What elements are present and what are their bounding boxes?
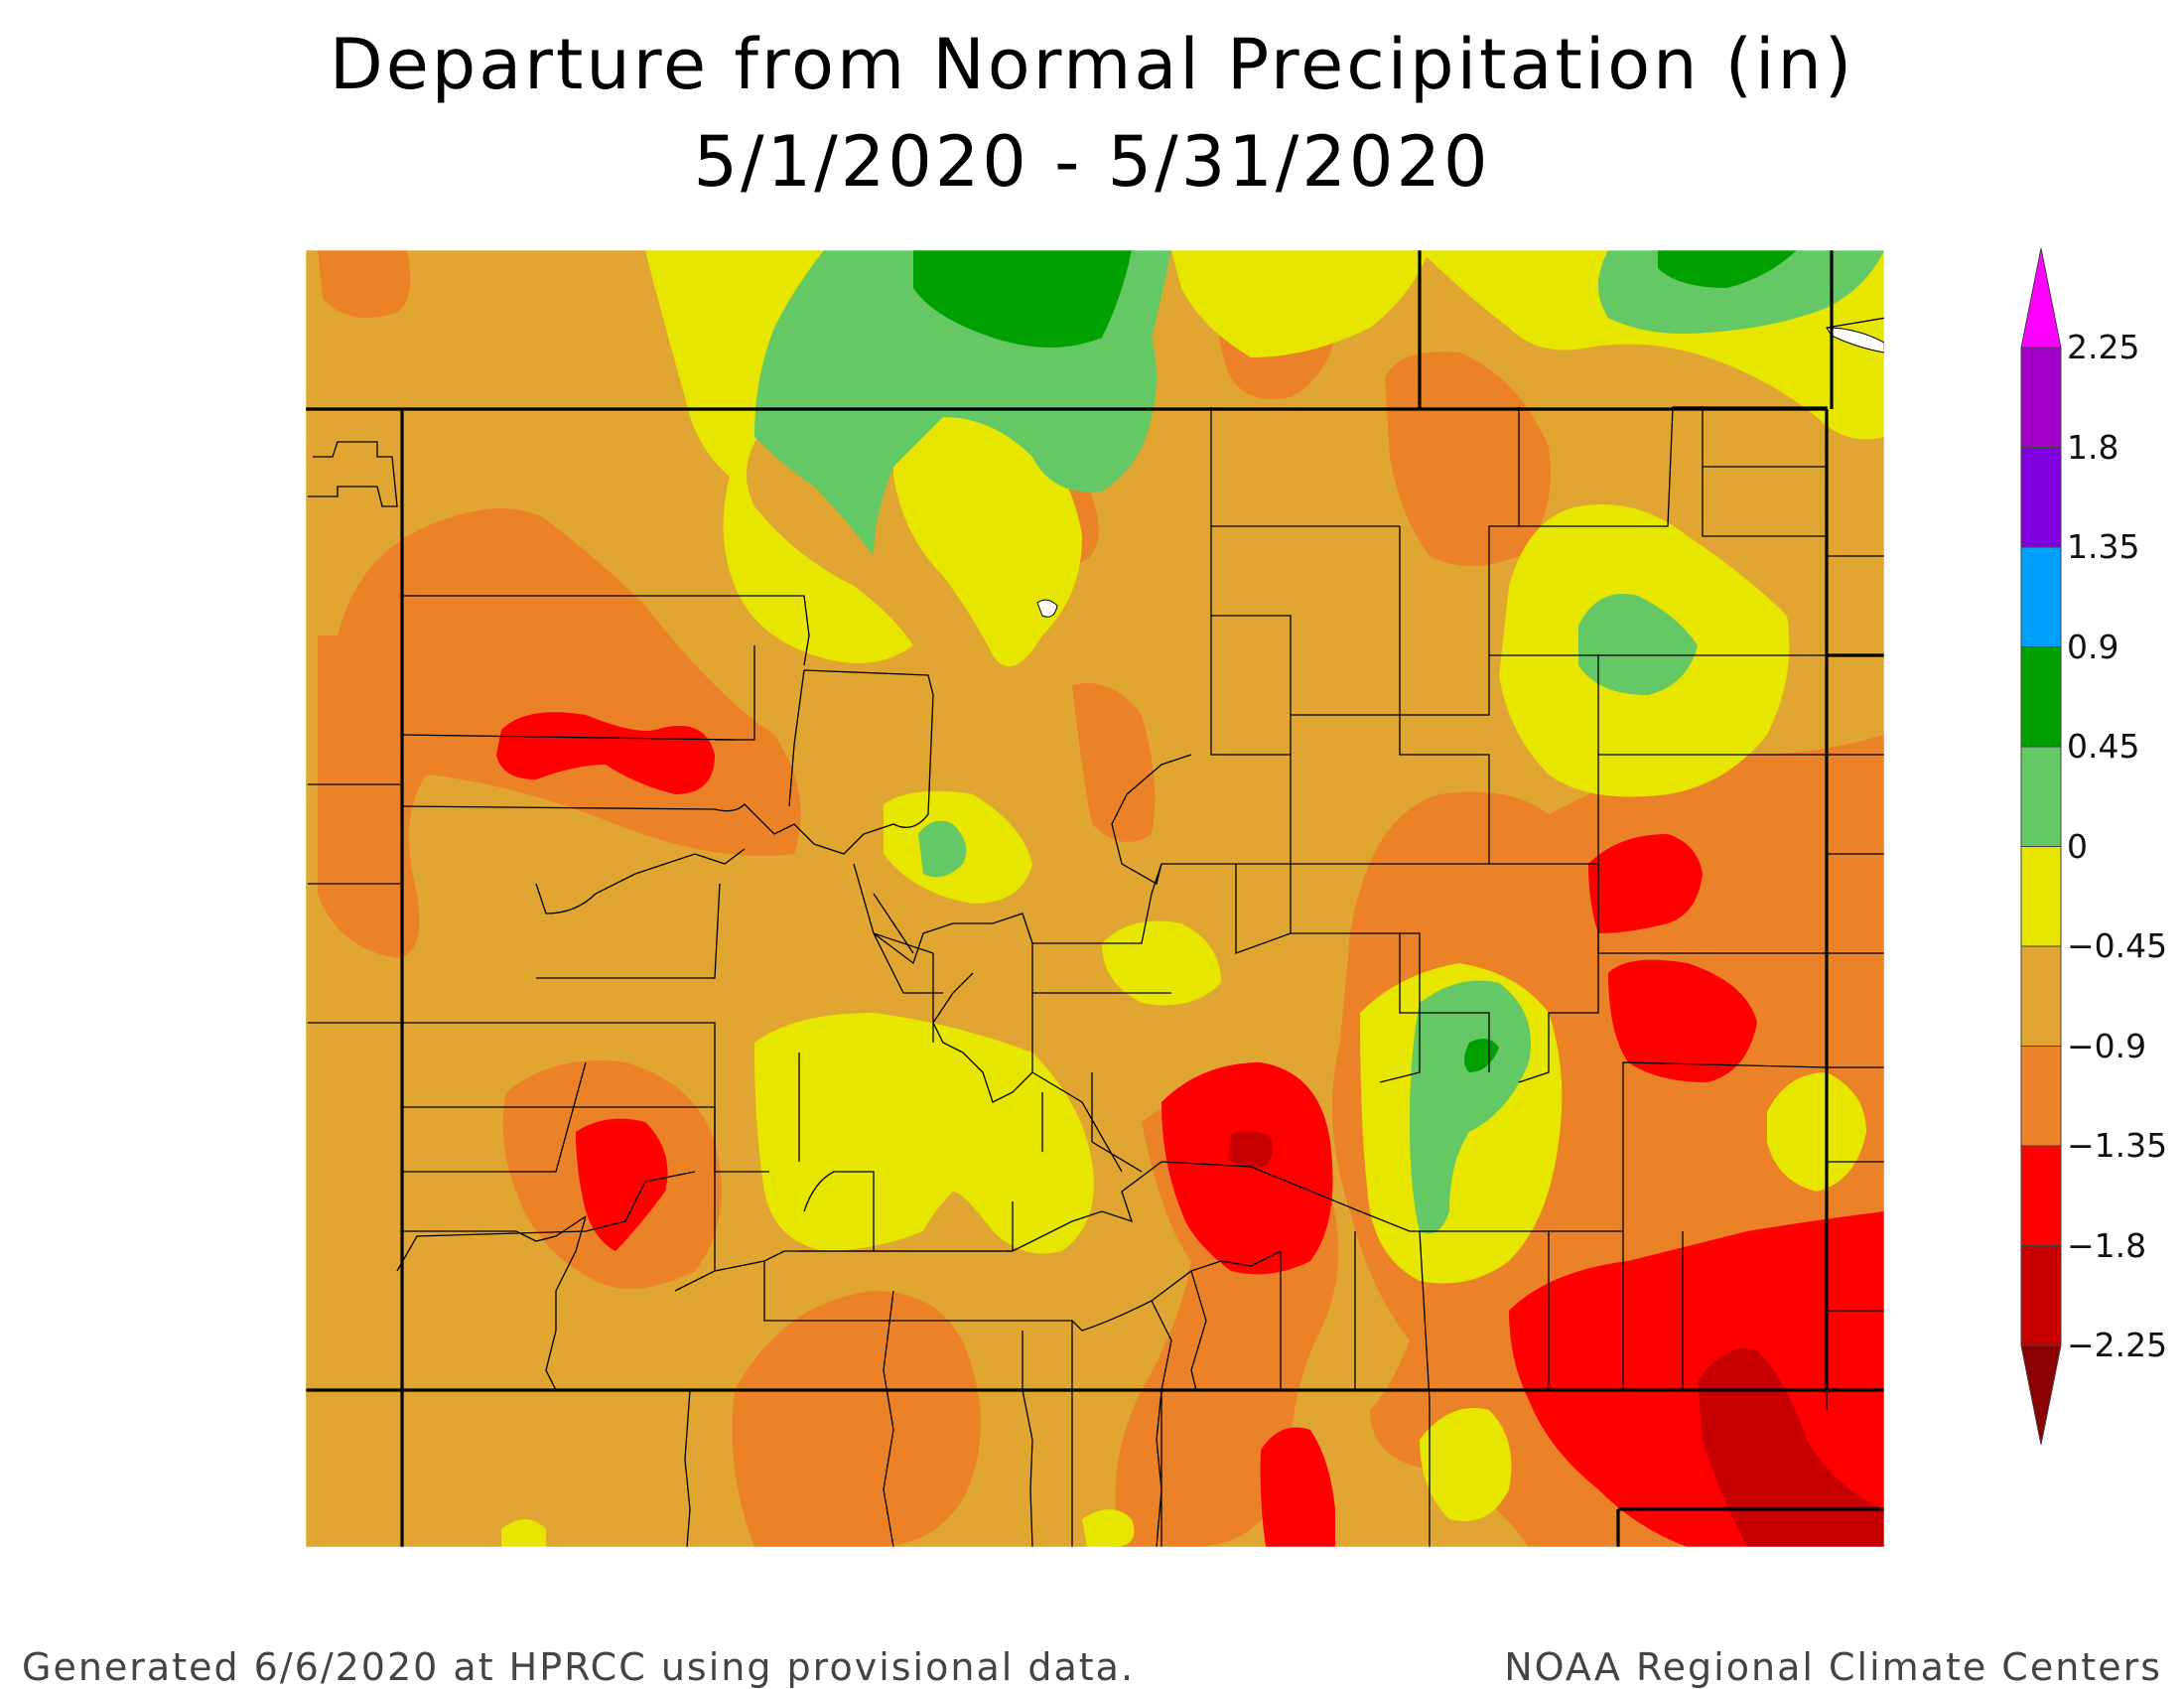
legend-colorbar (2020, 247, 2062, 1446)
legend-arrow-below (2020, 1344, 2062, 1446)
legend-tick-label: −0.9 (2067, 1026, 2147, 1065)
contour-darkgreen-regions (913, 250, 1797, 1072)
legend-tick-label: −0.45 (2067, 926, 2168, 965)
legend-band (2020, 646, 2062, 748)
source-credit: NOAA Regional Climate Centers (1504, 1645, 2162, 1689)
legend-band (2020, 447, 2062, 548)
legend-band (2020, 746, 2062, 847)
legend-band (2020, 1145, 2062, 1246)
legend-tick-label: 1.35 (2067, 527, 2140, 566)
legend-band (2020, 546, 2062, 647)
contour-fill-layer (306, 250, 1884, 1547)
state-borders (306, 250, 1884, 1547)
legend-tick-label: −2.25 (2067, 1326, 2168, 1364)
map-title: Departure from Normal Precipitation (in) (329, 24, 1855, 105)
legend-band (2020, 1046, 2062, 1147)
legend-tick-label: −1.8 (2067, 1225, 2147, 1265)
legend-band (2020, 945, 2062, 1047)
legend-band (2020, 1245, 2062, 1346)
legend-tick-label: 1.8 (2067, 427, 2119, 467)
legend-tick-label: 0.9 (2067, 627, 2119, 666)
map-date-range: 5/1/2020 - 5/31/2020 (693, 121, 1491, 203)
lake-shapes (1036, 327, 1884, 618)
legend-band (2020, 846, 2062, 947)
legend-tick-label: −1.35 (2067, 1126, 2168, 1165)
legend-tick-label: 0.45 (2067, 727, 2140, 766)
generated-note: Generated 6/6/2020 at HPRCC using provis… (22, 1645, 1136, 1689)
contour-darkred-regions (1229, 1131, 1884, 1547)
legend-tick-label: 0 (2067, 826, 2088, 866)
legend-arrow-above (2020, 247, 2062, 349)
map-frame (305, 249, 1885, 1548)
legend-band (2020, 347, 2062, 448)
county-borders (308, 317, 1884, 1547)
legend-tick-label: 2.25 (2067, 328, 2140, 366)
